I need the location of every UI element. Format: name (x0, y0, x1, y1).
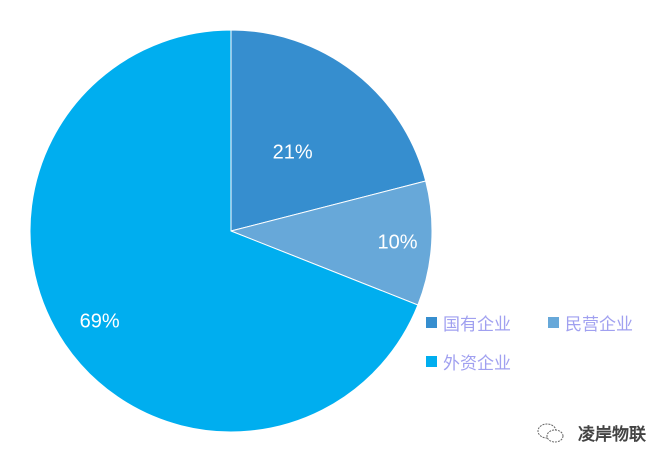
pie-slice-2 (29, 29, 419, 433)
legend-item-2: 外资企业 (426, 349, 511, 374)
watermark: 凌岸物联 (536, 420, 646, 445)
legend-label: 民营企业 (565, 315, 633, 335)
pie-slice-0 (230, 29, 427, 232)
legend-label: 外资企业 (443, 354, 511, 374)
data-label-2: 69% (80, 310, 120, 332)
pie-slice-1 (229, 180, 433, 306)
legend-item-1: 民营企业 (548, 310, 633, 335)
legend-swatch (548, 317, 559, 328)
wechat-icon (537, 423, 564, 442)
data-label-0: 21% (273, 142, 313, 164)
legend-item-0: 国有企业 (426, 310, 511, 335)
legend-swatch (426, 317, 437, 328)
legend-swatch (426, 356, 437, 367)
legend-label: 国有企业 (443, 315, 511, 335)
data-label-1: 10% (377, 231, 417, 253)
watermark-text: 凌岸物联 (578, 425, 646, 445)
